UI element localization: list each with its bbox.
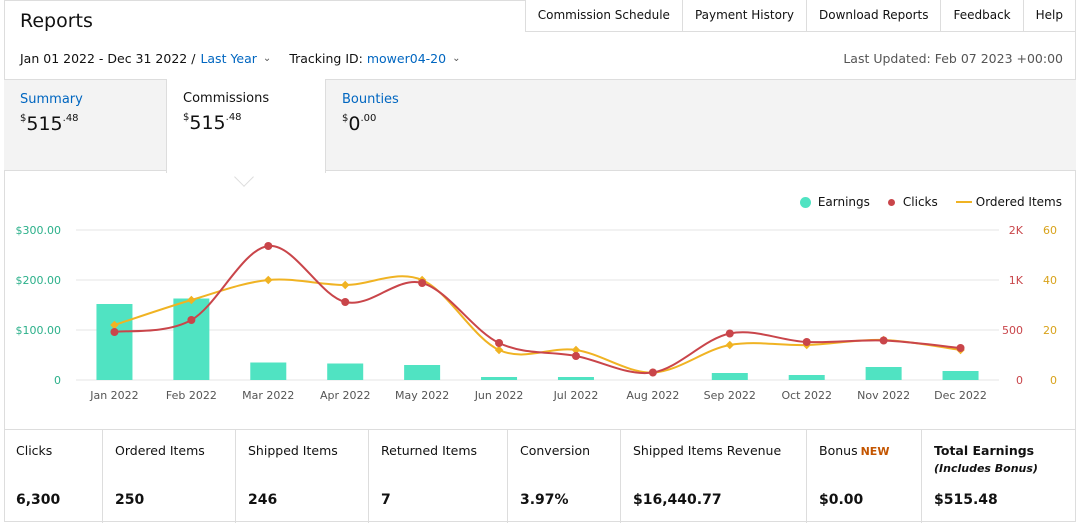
right-axis-tick: 1K: [1009, 274, 1024, 287]
tracking-label: Tracking ID:: [289, 51, 363, 66]
stats-bar: Clicks 6,300 Ordered Items 250 Shipped I…: [4, 429, 1076, 523]
ordered-items-point: [264, 275, 273, 285]
stat-shipped-revenue: Shipped Items Revenue $16,440.77: [621, 430, 807, 523]
x-axis-tick: Jun 2022: [474, 389, 524, 402]
x-axis-tick: Nov 2022: [857, 389, 910, 402]
x-axis-tick: Mar 2022: [242, 389, 294, 402]
earnings-bar: [173, 298, 210, 380]
x-axis-tick: Jul 2022: [553, 389, 599, 402]
clicks-point: [495, 339, 504, 347]
right2-axis-tick: 0: [1050, 374, 1057, 387]
x-axis-tick: Feb 2022: [166, 389, 217, 402]
x-axis-tick: Aug 2022: [626, 389, 679, 402]
stat-returned-items: Returned Items 7: [369, 430, 508, 523]
left-axis-tick: $200.00: [16, 274, 62, 287]
clicks-point: [802, 338, 811, 346]
clicks-point: [187, 316, 196, 324]
earnings-bar: [557, 377, 594, 380]
ordered-items-point: [725, 340, 735, 350]
tab-summary[interactable]: Summary $515.48: [4, 80, 99, 172]
earnings-bar: [404, 365, 441, 380]
right-axis-tick: 2K: [1009, 224, 1024, 237]
tab-label: Summary: [20, 92, 83, 107]
earnings-bar: [250, 362, 287, 380]
ordered-items-point: [340, 280, 350, 290]
tab-amount: $515.48: [183, 112, 242, 134]
ordered-items-point: [110, 320, 119, 330]
ordered-items-point: [187, 295, 196, 305]
clicks-point: [879, 336, 888, 345]
stat-bonus: Bonus NEW $0.00: [807, 430, 922, 523]
chevron-down-icon[interactable]: ⌄: [452, 53, 461, 64]
period-dropdown[interactable]: Last Year: [200, 51, 257, 66]
chart-legend: Earnings Clicks Ordered Items: [782, 195, 1062, 209]
earnings-bar: [327, 363, 364, 380]
left-axis-tick: 0: [54, 374, 61, 387]
clicks-point: [264, 242, 273, 250]
new-badge: NEW: [860, 445, 890, 458]
x-axis-tick: Oct 2022: [781, 389, 832, 402]
right2-axis-tick: 20: [1043, 324, 1057, 337]
earnings-bar: [711, 373, 748, 380]
right2-axis-tick: 40: [1043, 274, 1057, 287]
ordered-items-swatch: [955, 201, 972, 203]
right2-axis-tick: 60: [1043, 224, 1057, 237]
filter-row: Jan 01 2022 - Dec 31 2022 / Last Year ⌄ …: [20, 51, 460, 66]
tab-amount: $515.48: [20, 113, 79, 135]
earnings-bar: [96, 304, 133, 380]
tracking-id-dropdown[interactable]: mower04-20: [366, 51, 447, 66]
clicks-line: [114, 244, 961, 375]
x-axis-tick: Apr 2022: [320, 389, 371, 402]
right-axis-tick: 0: [1016, 374, 1023, 387]
clicks-point: [418, 279, 427, 287]
x-axis-tick: Sep 2022: [704, 389, 756, 402]
earnings-bar: [865, 367, 902, 380]
earnings-bar: [788, 375, 825, 380]
left-axis-tick: $300.00: [16, 224, 62, 237]
feedback-link[interactable]: Feedback: [940, 0, 1024, 32]
payment-history-link[interactable]: Payment History: [681, 0, 807, 32]
tab-commissions[interactable]: Commissions $515.48: [166, 79, 326, 173]
ordered-items-line: [114, 275, 961, 374]
legend-clicks[interactable]: Clicks: [887, 195, 938, 209]
tab-bar: Summary $515.48 Commissions $515.48 Boun…: [4, 79, 1076, 173]
x-axis-tick: May 2022: [395, 389, 449, 402]
clicks-point: [725, 329, 734, 338]
earnings-bar: [481, 377, 518, 380]
last-updated: Last Updated: Feb 07 2023 +00:00: [843, 51, 1063, 66]
commission-schedule-link[interactable]: Commission Schedule: [524, 0, 683, 32]
stat-total-earnings: Total Earnings (Includes Bonus) $515.48: [934, 443, 1038, 508]
tab-amount: $0.00: [342, 113, 377, 135]
earnings-chart: $300.00 2K 60 $200.00 1K 40 $100.00 500 20 0 0 0 Jan…: [16, 224, 1058, 402]
tab-bounties[interactable]: Bounties $0.00: [326, 80, 415, 172]
tab-label: Bounties: [342, 92, 399, 107]
legend-earnings[interactable]: Earnings: [799, 195, 870, 209]
legend-ordered-items[interactable]: Ordered Items: [955, 195, 1062, 209]
clicks-point: [341, 298, 350, 306]
page-title: Reports: [20, 10, 93, 32]
ordered-items-point: [494, 345, 504, 355]
x-axis-tick: Jan 2022: [89, 389, 138, 402]
left-axis-tick: $100.00: [16, 324, 62, 337]
stat-clicks: Clicks 6,300: [4, 430, 103, 523]
tab-label: Commissions: [183, 91, 270, 106]
clicks-swatch: [887, 198, 895, 206]
ordered-items-point: [571, 345, 581, 355]
download-reports-link[interactable]: Download Reports: [805, 0, 942, 32]
clicks-point: [956, 344, 965, 352]
earnings-swatch: [799, 196, 811, 208]
stat-shipped-items: Shipped Items 246: [236, 430, 369, 523]
clicks-point: [648, 368, 657, 377]
x-axis-tick: Dec 2022: [934, 389, 987, 402]
stat-conversion: Conversion 3.97%: [508, 430, 621, 523]
chevron-down-icon[interactable]: ⌄: [262, 53, 272, 64]
date-range-text: Jan 01 2022 - Dec 31 2022 /: [20, 51, 196, 66]
top-nav: Commission Schedule Payment History Down…: [524, 0, 1076, 32]
help-link[interactable]: Help: [1022, 0, 1076, 32]
clicks-point: [110, 328, 119, 336]
right-axis-tick: 500: [1002, 324, 1023, 337]
earnings-bar: [942, 371, 979, 380]
clicks-point: [571, 352, 580, 360]
stat-ordered-items: Ordered Items 250: [103, 430, 236, 523]
